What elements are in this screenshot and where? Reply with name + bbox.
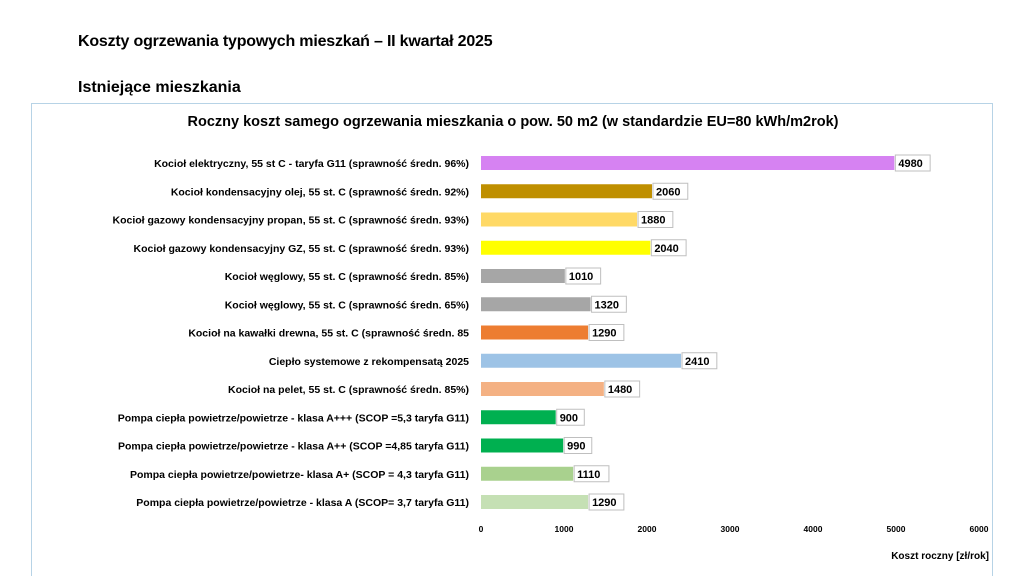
chart-title: Roczny koszt samego ogrzewania mieszkani… bbox=[187, 114, 839, 130]
bar bbox=[481, 438, 564, 453]
data-label-box bbox=[681, 352, 718, 370]
data-label-box bbox=[652, 182, 689, 200]
data-label: 1110 bbox=[577, 469, 600, 481]
x-tick-label: 5000 bbox=[887, 524, 906, 534]
data-label-box bbox=[588, 493, 625, 511]
x-tick-label: 0 bbox=[479, 524, 484, 534]
bar bbox=[481, 269, 565, 283]
data-label: 1480 bbox=[608, 384, 632, 396]
bar bbox=[481, 212, 638, 227]
data-label: 2410 bbox=[685, 356, 709, 368]
bar bbox=[481, 410, 556, 425]
bar bbox=[481, 156, 895, 170]
bar-chart: Kocioł elektryczny, 55 st C - taryfa G11… bbox=[112, 154, 989, 562]
x-tick-label: 4000 bbox=[804, 524, 823, 534]
category-label: Kocioł węglowy, 55 st. C (sprawność śred… bbox=[225, 271, 469, 283]
data-label-box bbox=[556, 408, 585, 426]
bar bbox=[481, 325, 589, 340]
bar bbox=[481, 495, 589, 509]
data-label-box bbox=[588, 324, 625, 341]
bar bbox=[481, 240, 651, 255]
slide-title: Koszty ogrzewania typowych mieszkań – II… bbox=[78, 33, 493, 50]
data-label: 900 bbox=[560, 412, 578, 424]
data-label-box bbox=[604, 380, 641, 398]
data-label-box bbox=[565, 267, 602, 285]
data-label: 2060 bbox=[656, 186, 680, 198]
data-label: 1010 bbox=[569, 271, 593, 283]
chart-frame: Roczny koszt samego ogrzewania mieszkani… bbox=[31, 103, 993, 576]
category-label: Kocioł gazowy kondensacyjny propan, 55 s… bbox=[112, 215, 469, 227]
x-tick-label: 1000 bbox=[555, 524, 574, 534]
category-label: Pompa ciepła powietrze/powietrze- klasa … bbox=[130, 469, 469, 481]
category-label: Kocioł elektryczny, 55 st C - taryfa G11… bbox=[154, 158, 469, 170]
category-label: Kocioł na kawałki drewna, 55 st. C (spra… bbox=[188, 328, 469, 340]
bar bbox=[481, 382, 604, 396]
slide-subtitle: Istniejące mieszkania bbox=[78, 79, 241, 96]
bar bbox=[481, 466, 574, 481]
data-label-box bbox=[563, 437, 593, 454]
data-label: 1880 bbox=[641, 215, 665, 227]
category-label: Pompa ciepła powietrze/powietrze - klasa… bbox=[118, 412, 469, 424]
x-axis-label: Koszt roczny [zł/rok] bbox=[891, 551, 989, 562]
category-label: Kocioł kondensacyjny olej, 55 st. C (spr… bbox=[171, 186, 469, 198]
x-tick-label: 6000 bbox=[970, 524, 989, 534]
data-label-box bbox=[591, 295, 627, 313]
category-label: Kocioł gazowy kondensacyjny GZ, 55 st. C… bbox=[133, 243, 469, 255]
data-label: 1290 bbox=[592, 328, 616, 340]
data-label: 1290 bbox=[592, 497, 616, 509]
category-label: Kocioł na pelet, 55 st. C (sprawność śre… bbox=[228, 384, 469, 396]
bar bbox=[481, 353, 682, 368]
x-tick-label: 2000 bbox=[638, 524, 657, 534]
data-label-box bbox=[894, 154, 931, 172]
category-label: Kocioł węglowy, 55 st. C (sprawność śred… bbox=[225, 299, 469, 311]
category-label: Pompa ciepła powietrze/powietrze - klasa… bbox=[136, 497, 469, 509]
data-label: 2040 bbox=[654, 243, 678, 255]
data-label: 1320 bbox=[595, 299, 619, 311]
bar bbox=[481, 184, 652, 199]
category-label: Pompa ciepła powietrze/powietrze - klasa… bbox=[118, 441, 469, 453]
category-label: Ciepło systemowe z rekompensatą 2025 bbox=[269, 356, 469, 368]
data-label: 4980 bbox=[898, 158, 922, 170]
data-label: 990 bbox=[567, 441, 585, 453]
data-label-box bbox=[637, 211, 674, 228]
bar bbox=[481, 297, 591, 312]
data-label-box bbox=[650, 239, 687, 257]
data-label-box bbox=[573, 465, 610, 483]
x-tick-label: 3000 bbox=[721, 524, 740, 534]
